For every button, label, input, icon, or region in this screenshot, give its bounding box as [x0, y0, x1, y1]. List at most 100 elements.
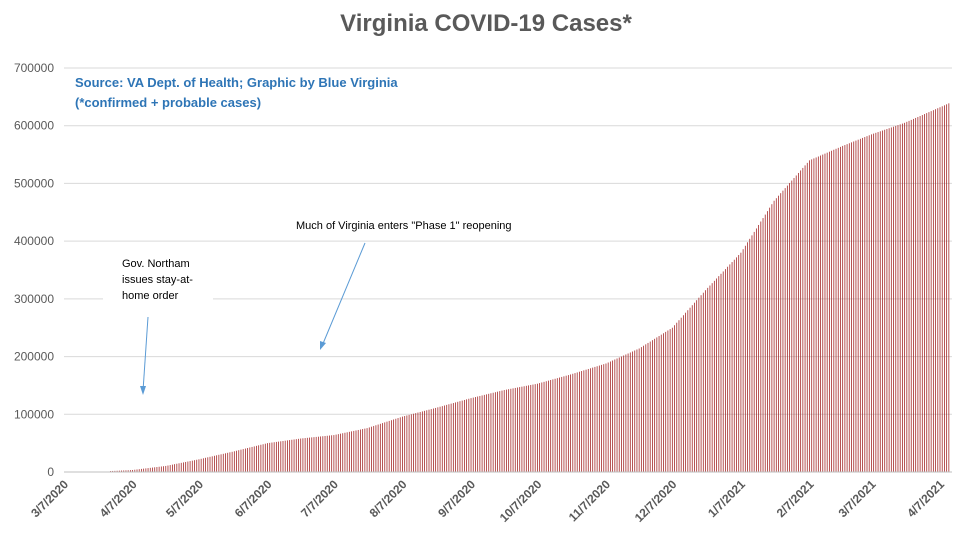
bar [793, 178, 795, 472]
annotation-box [288, 214, 558, 238]
bar [543, 381, 545, 472]
bar [353, 430, 355, 472]
bar [694, 302, 695, 472]
bar [523, 386, 525, 472]
bar [229, 452, 231, 472]
bar [716, 278, 717, 472]
bar [428, 409, 430, 472]
bar [340, 433, 341, 472]
bar [479, 395, 481, 472]
bar [317, 436, 319, 472]
arrow-head [320, 341, 326, 350]
bar [565, 375, 567, 472]
bar [379, 423, 381, 472]
bar [935, 109, 936, 472]
bar [576, 372, 578, 472]
annotation-line: home order [122, 290, 179, 302]
bar [236, 450, 237, 472]
bar [567, 375, 569, 472]
y-tick-label: 600000 [14, 119, 54, 133]
bar [289, 440, 291, 472]
bar [702, 292, 704, 472]
bar [415, 413, 417, 472]
bar [112, 470, 114, 472]
bar [348, 431, 350, 472]
y-tick-label: 100000 [14, 407, 54, 421]
bar [377, 424, 379, 472]
bar [171, 464, 173, 472]
chart-title: Virginia COVID-19 Cases* [340, 10, 632, 37]
bar [472, 397, 474, 472]
bar [280, 441, 282, 472]
bar [477, 396, 479, 472]
bar [645, 344, 647, 472]
bar [430, 409, 432, 472]
bar [180, 462, 182, 472]
bar [461, 400, 463, 472]
bar [930, 111, 932, 472]
bar [214, 455, 215, 472]
bar [548, 380, 549, 472]
bar [621, 356, 622, 472]
bar [448, 404, 450, 472]
bar [346, 432, 348, 472]
bar [386, 421, 388, 472]
bar [163, 466, 164, 472]
bar [649, 341, 651, 472]
bar [410, 414, 412, 472]
bar [306, 437, 308, 472]
bar [220, 454, 222, 472]
bar [729, 264, 731, 472]
bar [331, 435, 333, 472]
bar [242, 449, 244, 472]
bar [550, 380, 552, 472]
bar [901, 123, 903, 472]
bar [123, 470, 125, 472]
x-tick-label: 3/7/2020 [28, 477, 71, 520]
bar [200, 458, 202, 472]
bar [846, 144, 848, 472]
bar [767, 211, 768, 472]
bar [687, 310, 689, 472]
x-tick-label: 4/7/2020 [97, 477, 140, 520]
x-tick-label: 12/7/2020 [632, 477, 680, 525]
bar [890, 127, 892, 472]
bar [136, 469, 138, 472]
bar [634, 350, 636, 472]
bar [534, 384, 536, 472]
bar [302, 438, 304, 472]
bar [910, 119, 912, 472]
y-tick-label: 300000 [14, 292, 54, 306]
bar [689, 307, 691, 472]
bar [393, 419, 395, 472]
bar [360, 429, 361, 472]
bar [218, 454, 220, 472]
bar [625, 354, 627, 472]
bar [514, 387, 516, 472]
bar [851, 142, 852, 473]
bar [680, 317, 682, 472]
bar [481, 395, 483, 472]
bar [771, 204, 773, 472]
bar [698, 297, 700, 472]
bar [138, 469, 140, 472]
bar [506, 389, 507, 472]
bar [300, 438, 302, 472]
bar [191, 460, 193, 472]
bar [455, 402, 456, 472]
bar [840, 146, 841, 472]
bar [674, 325, 675, 472]
bar [488, 393, 490, 472]
bar [563, 376, 565, 472]
bar [262, 444, 264, 472]
bar [828, 151, 830, 472]
bar [614, 359, 616, 472]
bar [452, 403, 454, 472]
bar [291, 439, 293, 472]
bar [705, 290, 706, 472]
bar [612, 360, 614, 472]
bar [663, 333, 664, 472]
bar [570, 374, 571, 472]
bar [722, 271, 724, 472]
